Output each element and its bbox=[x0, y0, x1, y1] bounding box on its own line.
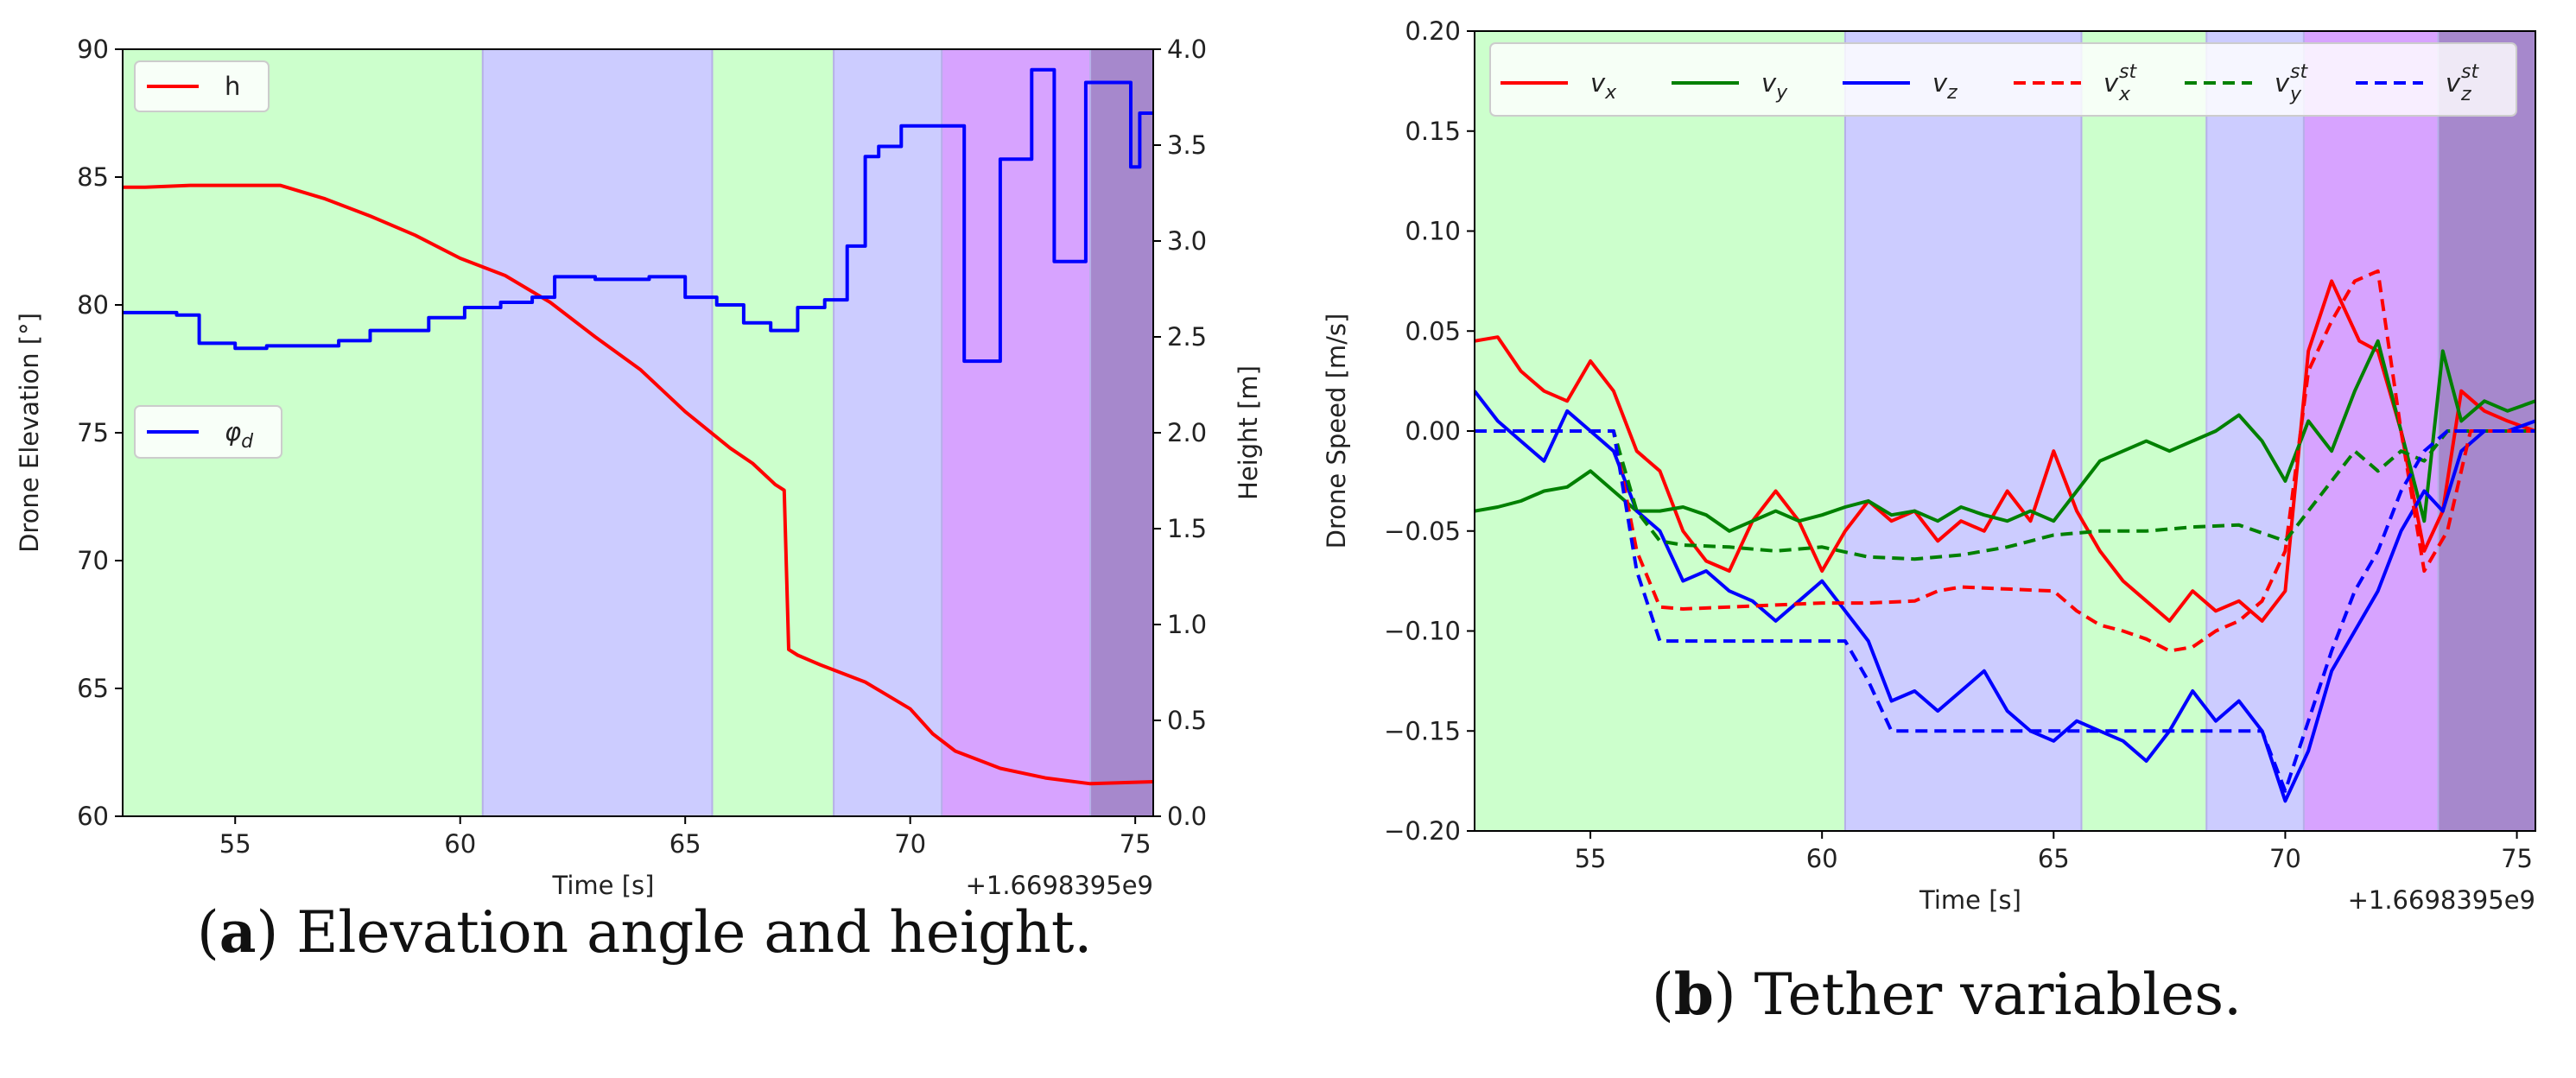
y-right-tick-label: 3.5 bbox=[1167, 130, 1207, 160]
y-tick-label: 0.15 bbox=[1405, 117, 1461, 146]
legend-sub: y bbox=[2289, 84, 2302, 105]
legend-sub: x bbox=[2118, 84, 2131, 105]
x-axis-label: Time [s] bbox=[552, 871, 655, 900]
caption-b-text: Tether variables. bbox=[1754, 961, 2243, 1028]
y-tick-label: −0.20 bbox=[1384, 816, 1461, 846]
y-tick-label: 80 bbox=[77, 290, 109, 320]
band-blue bbox=[834, 49, 942, 816]
caption-b-letter: b bbox=[1673, 961, 1714, 1028]
y-tick-label: 90 bbox=[77, 35, 109, 64]
series-line-v-y bbox=[1475, 339, 2535, 533]
y-tick-label: 85 bbox=[77, 162, 109, 192]
series-line-d bbox=[123, 67, 1153, 364]
series-line-v-y-st bbox=[1475, 429, 2535, 561]
legend-box bbox=[134, 405, 282, 459]
band-purple bbox=[1090, 49, 1153, 816]
x-tick-label: 55 bbox=[219, 829, 251, 859]
y-tick-label: 60 bbox=[77, 802, 109, 831]
y-right-axis-label: Height [m] bbox=[1234, 365, 1263, 500]
y-right-tick-label: 2.5 bbox=[1167, 322, 1207, 352]
band-magenta bbox=[942, 49, 1091, 816]
series-line-v-z bbox=[1475, 390, 2535, 803]
x-tick-label: 70 bbox=[894, 829, 926, 859]
caption-a: (a) Elevation angle and height. bbox=[197, 898, 1093, 966]
y-tick-label: −0.05 bbox=[1384, 517, 1461, 546]
x-offset-label: +1.6698395e9 bbox=[2348, 885, 2535, 915]
series-line-h bbox=[123, 183, 1153, 786]
y-tick-label: 0.10 bbox=[1405, 217, 1461, 246]
legend-label-phi-sub: d bbox=[241, 431, 254, 453]
y-tick-label: 0.00 bbox=[1405, 416, 1461, 446]
series-group bbox=[1475, 269, 2535, 803]
band-blue bbox=[1844, 31, 2082, 831]
legend-box bbox=[134, 60, 270, 112]
x-offset-label: +1.6698395e9 bbox=[966, 871, 1153, 900]
caption-b: (b) Tether variables. bbox=[1652, 961, 2243, 1028]
bands bbox=[123, 49, 1153, 816]
legend-h: h bbox=[134, 60, 270, 112]
y-right-tick-label: 0.0 bbox=[1167, 802, 1207, 831]
y-tick-label: −0.10 bbox=[1384, 617, 1461, 646]
y-tick-label: −0.15 bbox=[1384, 716, 1461, 745]
legend-sup: st bbox=[2290, 61, 2308, 83]
y-right-tick-label: 4.0 bbox=[1167, 35, 1207, 64]
y-right-tick-label: 1.5 bbox=[1167, 514, 1207, 543]
legend-speed: vx vy vz vst x vst y vst z bbox=[1489, 42, 2517, 117]
band-blue bbox=[482, 49, 713, 816]
legend-box bbox=[1489, 42, 2517, 117]
band-green bbox=[1475, 31, 1845, 831]
band-magenta bbox=[2303, 31, 2439, 831]
band-green bbox=[712, 49, 834, 816]
y-tick-label: 0.05 bbox=[1405, 316, 1461, 346]
y-tick-label: 70 bbox=[77, 546, 109, 575]
x-tick-label: 60 bbox=[444, 829, 476, 859]
y-right-tick-label: 3.0 bbox=[1167, 226, 1207, 256]
y-tick-label: 75 bbox=[77, 418, 109, 447]
series-line-v-x-st bbox=[1475, 269, 2535, 653]
chart-tether-speed: 55 60 65 70 75 −0.20 −0.15 −0.10 −0.05 0.00 0.05 0.… bbox=[1322, 16, 2536, 915]
caption-a-letter: a bbox=[219, 898, 257, 966]
legend-sub: y bbox=[1775, 82, 1788, 104]
y-axis-label: Drone Speed [m/s] bbox=[1322, 314, 1351, 549]
legend-sub: z bbox=[1946, 82, 1957, 104]
legend-sub: x bbox=[1604, 82, 1617, 104]
x-tick-label: 75 bbox=[2501, 844, 2533, 873]
chart-elevation-height: 55 60 65 70 75 60 65 70 75 80 85 90 0.0 0.5 1.0 1.5 2.0 2… bbox=[15, 35, 1263, 900]
x-tick-label: 60 bbox=[1806, 844, 1838, 873]
x-tick-label: 65 bbox=[669, 829, 701, 859]
y-right-tick-label: 1.0 bbox=[1167, 610, 1207, 639]
bands bbox=[1475, 31, 2535, 831]
y-right-tick-label: 2.0 bbox=[1167, 418, 1207, 447]
caption-a-text: Elevation angle and height. bbox=[296, 899, 1093, 966]
x-axis-label: Time [s] bbox=[1919, 885, 2021, 915]
x-tick-label: 55 bbox=[1575, 844, 1607, 873]
x-tick-label: 75 bbox=[1120, 829, 1152, 859]
legend-sup: st bbox=[2461, 61, 2479, 83]
y-tick-label: 0.20 bbox=[1405, 16, 1461, 46]
y-axis-label: Drone Elevation [°] bbox=[15, 313, 44, 553]
series-group bbox=[123, 67, 1153, 786]
legend-label-h: h bbox=[225, 72, 240, 101]
legend-sup: st bbox=[2119, 61, 2137, 83]
legend-sub: z bbox=[2460, 84, 2471, 105]
y-tick-label: 65 bbox=[77, 674, 109, 703]
x-tick-label: 65 bbox=[2038, 844, 2070, 873]
series-line-v-z-st bbox=[1475, 429, 2535, 793]
series-line-v-x bbox=[1475, 279, 2535, 623]
band-green bbox=[2081, 31, 2207, 831]
y-right-tick-label: 0.5 bbox=[1167, 706, 1207, 735]
legend-phi: φd bbox=[134, 405, 282, 459]
x-tick-label: 70 bbox=[2269, 844, 2301, 873]
